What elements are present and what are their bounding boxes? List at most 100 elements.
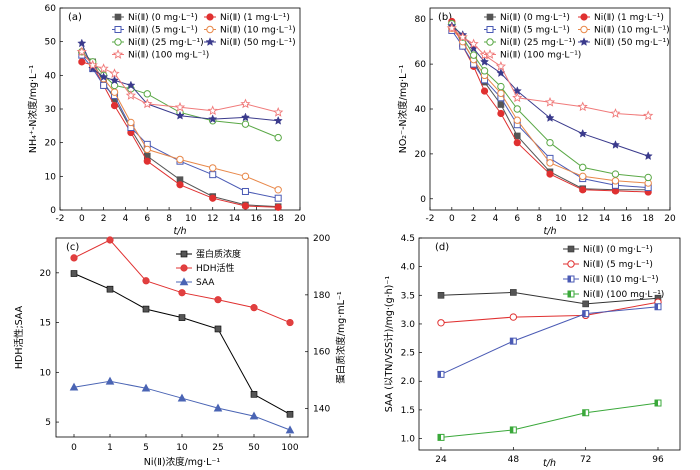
y-tick-label: 10 xyxy=(40,368,52,378)
panel-label: (c) xyxy=(66,242,79,253)
y-tick-label: 5 xyxy=(45,418,51,428)
legend-entry: Ni(Ⅱ) (25 mg·L⁻¹) xyxy=(128,38,204,48)
series-line xyxy=(81,51,279,113)
series xyxy=(70,236,294,327)
series xyxy=(437,399,662,441)
y-tick-label: 0 xyxy=(50,206,56,216)
data-point xyxy=(545,113,555,122)
data-point xyxy=(446,22,457,33)
data-point xyxy=(654,399,662,407)
legend-entry: Ni(Ⅱ) (5 mg·L⁻¹) xyxy=(583,260,653,270)
legend-marker xyxy=(579,37,589,46)
data-point xyxy=(611,170,620,178)
data-point xyxy=(468,38,479,49)
data-point xyxy=(274,194,282,202)
data-point xyxy=(497,101,505,108)
data-point xyxy=(654,303,662,311)
legend-marker xyxy=(567,260,575,268)
legend: 蛋白质浓度 HDH活性 SAA xyxy=(176,248,241,288)
legend-marker xyxy=(484,49,496,59)
legend-marker xyxy=(580,13,588,21)
data-point xyxy=(497,109,505,118)
data-point xyxy=(177,393,187,402)
data-point xyxy=(87,59,98,70)
series-line xyxy=(440,301,659,324)
x-tick-label: 14 xyxy=(599,214,611,224)
x-tick-label: 18 xyxy=(642,214,654,224)
data-point xyxy=(178,289,186,297)
series-line xyxy=(451,27,649,117)
y-tick-label: 1.5 xyxy=(401,406,415,416)
data-point xyxy=(437,291,445,299)
plot-frame xyxy=(418,237,681,451)
panel-label: (b) xyxy=(438,12,452,23)
legend-entry: Ni(Ⅱ) (100 mg·L⁻¹) xyxy=(128,51,209,61)
data-point xyxy=(143,157,151,165)
data-point xyxy=(109,75,120,85)
legend-marker xyxy=(112,49,124,59)
data-point xyxy=(437,433,445,441)
y-tick-label: 2.0 xyxy=(401,377,416,387)
data-point xyxy=(178,314,186,321)
legend-marker xyxy=(206,25,214,34)
data-point xyxy=(513,139,521,147)
legend-entry: Ni(Ⅱ) (100 mg·L⁻¹) xyxy=(583,290,664,300)
data-point xyxy=(437,370,445,378)
legend-marker xyxy=(486,38,494,46)
y-tick-label: 20 xyxy=(40,269,52,279)
data-point xyxy=(513,116,521,124)
series-line xyxy=(81,51,279,139)
data-point xyxy=(513,132,521,140)
x-tick-label: 12 xyxy=(577,214,588,224)
legend-marker xyxy=(567,275,575,283)
x-axis-title: t/h xyxy=(543,458,556,469)
data-point xyxy=(509,337,517,345)
data-point xyxy=(143,90,151,98)
data-point xyxy=(579,163,587,172)
data-point xyxy=(176,181,184,189)
x-axis-title: t/h xyxy=(174,226,187,237)
y-tick-label: 60 xyxy=(415,60,427,70)
data-point xyxy=(142,277,150,285)
y-tick-label: 2.5 xyxy=(401,349,415,359)
x-tick-label: 5 xyxy=(143,443,149,453)
legend-entry: Ni(Ⅱ) (0 mg·L⁻¹) xyxy=(500,13,570,23)
y-tick-label: 40 xyxy=(415,105,427,115)
legend-marker-half xyxy=(568,276,571,282)
data-point xyxy=(544,96,556,107)
x-axis-title: Ni(Ⅱ)浓度/mg·L⁻¹ xyxy=(144,456,221,468)
data-point xyxy=(241,202,250,210)
data-point xyxy=(509,313,518,321)
y-tick-label: 3.5 xyxy=(401,291,415,301)
x-tick-label: 16 xyxy=(251,214,263,224)
data-point-half xyxy=(510,426,514,433)
data-point-half xyxy=(438,371,441,378)
x-tick-label: 0 xyxy=(79,214,85,224)
legend-entry: SAA xyxy=(196,278,215,288)
y-tick-label: 15 xyxy=(40,319,51,329)
data-point-half xyxy=(582,310,586,317)
x-tick-label: 20 xyxy=(294,214,306,224)
data-point xyxy=(250,304,258,312)
data-point xyxy=(582,409,590,417)
data-point xyxy=(457,31,468,42)
legend-entry: Ni(Ⅱ) (50 mg·L⁻¹) xyxy=(220,38,296,48)
data-point xyxy=(495,61,507,71)
data-point xyxy=(273,107,284,117)
data-point xyxy=(577,101,588,112)
legend: Ni(Ⅱ) (0 mg·L⁻¹) Ni(Ⅱ) (5 mg·L⁻¹) Ni(Ⅱ) (1… xyxy=(563,245,664,300)
data-point xyxy=(214,296,222,304)
series xyxy=(448,17,652,196)
x-tick-label: 4 xyxy=(493,214,499,224)
series-line xyxy=(440,402,659,438)
x-tick-label: -2 xyxy=(56,214,65,224)
legend-marker xyxy=(580,25,588,34)
data-point xyxy=(176,155,184,164)
data-point-half xyxy=(655,303,658,310)
y2-tick-label: 180 xyxy=(313,291,330,301)
data-point xyxy=(127,118,135,127)
data-point xyxy=(209,194,217,202)
data-point xyxy=(241,172,250,181)
data-point xyxy=(611,177,620,185)
